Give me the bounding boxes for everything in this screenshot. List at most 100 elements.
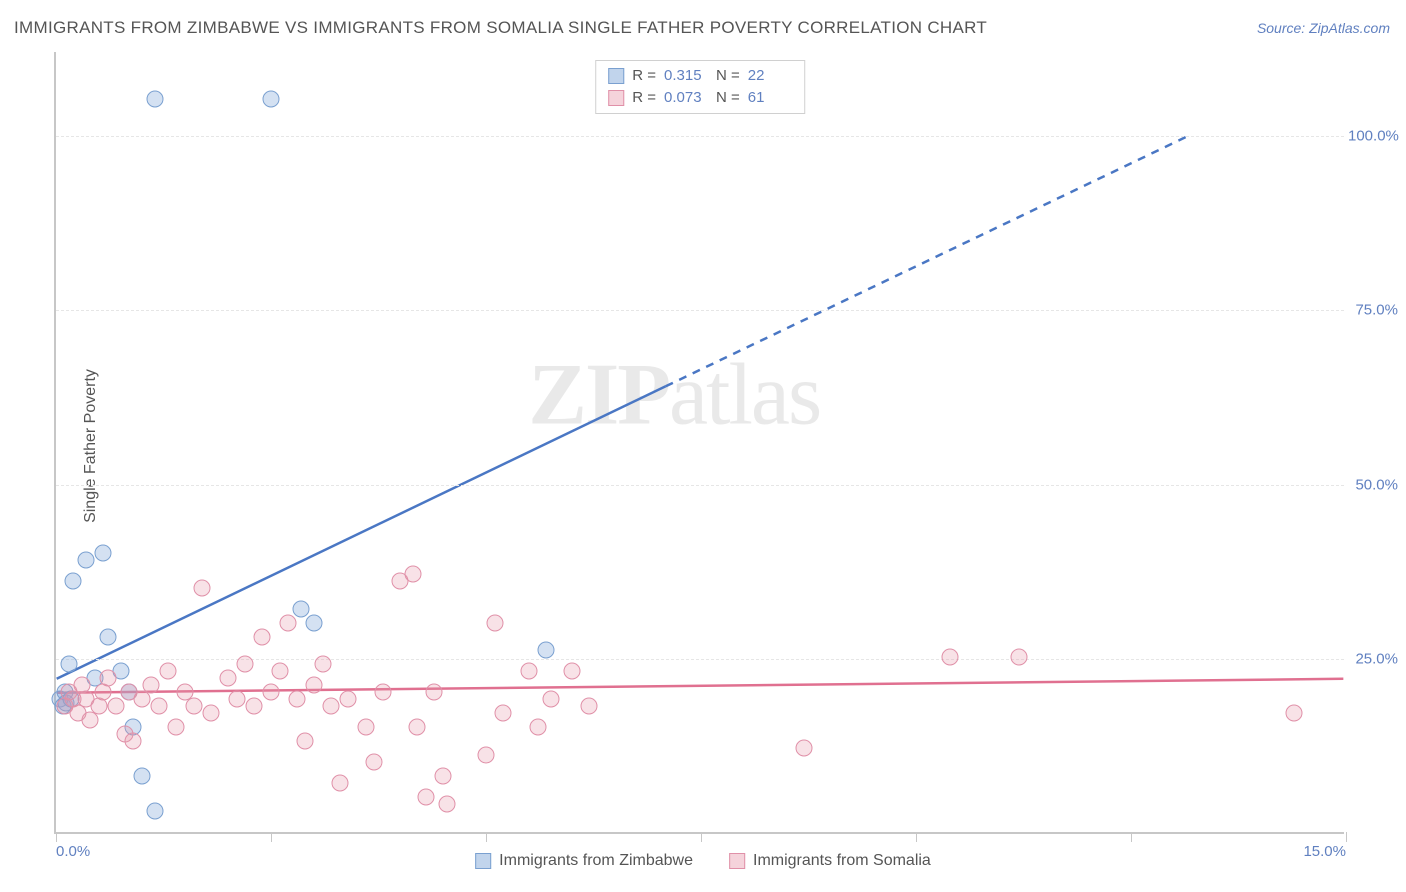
- data-point: [151, 698, 168, 715]
- stats-legend: R = 0.315 N = 22 R = 0.073 N = 61: [595, 60, 805, 114]
- data-point: [409, 719, 426, 736]
- data-point: [1286, 705, 1303, 722]
- r-label: R =: [632, 87, 656, 109]
- data-point: [263, 684, 280, 701]
- x-tick: [1131, 832, 1132, 842]
- data-point: [108, 698, 125, 715]
- data-point: [228, 691, 245, 708]
- data-point: [564, 663, 581, 680]
- data-point: [220, 670, 237, 687]
- data-point: [168, 719, 185, 736]
- data-point: [185, 698, 202, 715]
- bottom-legend: Immigrants from Zimbabwe Immigrants from…: [475, 852, 931, 870]
- data-point: [134, 768, 151, 785]
- n-value-somalia: 61: [748, 87, 792, 109]
- data-point: [65, 572, 82, 589]
- data-point: [146, 803, 163, 820]
- data-point: [529, 719, 546, 736]
- data-point: [435, 768, 452, 785]
- x-tick: [1346, 832, 1347, 842]
- trend-line: [666, 136, 1189, 387]
- trend-lines: [56, 52, 1344, 832]
- legend-label: Immigrants from Somalia: [753, 852, 931, 870]
- data-point: [486, 614, 503, 631]
- data-point: [237, 656, 254, 673]
- trend-line: [57, 679, 1344, 693]
- data-point: [1011, 649, 1028, 666]
- x-tick-label: 15.0%: [1303, 843, 1346, 860]
- data-point: [293, 600, 310, 617]
- data-point: [159, 663, 176, 680]
- legend-item-somalia: Immigrants from Somalia: [729, 852, 931, 870]
- data-point: [125, 733, 142, 750]
- data-point: [78, 551, 95, 568]
- legend-item-zimbabwe: Immigrants from Zimbabwe: [475, 852, 693, 870]
- data-point: [796, 740, 813, 757]
- data-point: [366, 754, 383, 771]
- data-point: [306, 614, 323, 631]
- data-point: [942, 649, 959, 666]
- trend-line: [57, 386, 666, 679]
- data-point: [581, 698, 598, 715]
- n-label: N =: [716, 87, 740, 109]
- x-tick: [271, 832, 272, 842]
- gridline: [56, 310, 1344, 311]
- data-point: [439, 796, 456, 813]
- stats-row-zimbabwe: R = 0.315 N = 22: [608, 65, 792, 87]
- data-point: [99, 670, 116, 687]
- data-point: [245, 698, 262, 715]
- y-tick-label: 25.0%: [1348, 651, 1398, 668]
- x-tick: [701, 832, 702, 842]
- y-tick-label: 75.0%: [1348, 302, 1398, 319]
- chart-title: IMMIGRANTS FROM ZIMBABWE VS IMMIGRANTS F…: [14, 18, 987, 38]
- data-point: [314, 656, 331, 673]
- data-point: [521, 663, 538, 680]
- data-point: [323, 698, 340, 715]
- r-value-somalia: 0.073: [664, 87, 708, 109]
- data-point: [202, 705, 219, 722]
- stats-row-somalia: R = 0.073 N = 61: [608, 87, 792, 109]
- data-point: [331, 775, 348, 792]
- source-attribution[interactable]: Source: ZipAtlas.com: [1257, 20, 1390, 36]
- data-point: [357, 719, 374, 736]
- data-point: [478, 747, 495, 764]
- swatch-blue-icon: [608, 68, 624, 84]
- n-value-zimbabwe: 22: [748, 65, 792, 87]
- data-point: [288, 691, 305, 708]
- data-point: [297, 733, 314, 750]
- data-point: [254, 628, 271, 645]
- data-point: [60, 656, 77, 673]
- data-point: [142, 677, 159, 694]
- data-point: [542, 691, 559, 708]
- n-label: N =: [716, 65, 740, 87]
- data-point: [146, 90, 163, 107]
- data-point: [404, 565, 421, 582]
- data-point: [374, 684, 391, 701]
- r-value-zimbabwe: 0.315: [664, 65, 708, 87]
- x-tick: [56, 832, 57, 842]
- gridline: [56, 136, 1344, 137]
- data-point: [495, 705, 512, 722]
- swatch-pink-icon: [729, 853, 745, 869]
- y-tick-label: 50.0%: [1348, 476, 1398, 493]
- data-point: [280, 614, 297, 631]
- data-point: [271, 663, 288, 680]
- data-point: [99, 628, 116, 645]
- data-point: [340, 691, 357, 708]
- x-tick-label: 0.0%: [56, 843, 90, 860]
- data-point: [95, 544, 112, 561]
- swatch-blue-icon: [475, 853, 491, 869]
- plot-area: ZIPatlas R = 0.315 N = 22 R = 0.073 N = …: [54, 52, 1344, 834]
- x-tick: [486, 832, 487, 842]
- data-point: [417, 789, 434, 806]
- data-point: [194, 579, 211, 596]
- gridline: [56, 485, 1344, 486]
- swatch-pink-icon: [608, 90, 624, 106]
- data-point: [538, 642, 555, 659]
- data-point: [263, 90, 280, 107]
- y-tick-label: 100.0%: [1348, 127, 1398, 144]
- r-label: R =: [632, 65, 656, 87]
- data-point: [426, 684, 443, 701]
- legend-label: Immigrants from Zimbabwe: [499, 852, 693, 870]
- data-point: [306, 677, 323, 694]
